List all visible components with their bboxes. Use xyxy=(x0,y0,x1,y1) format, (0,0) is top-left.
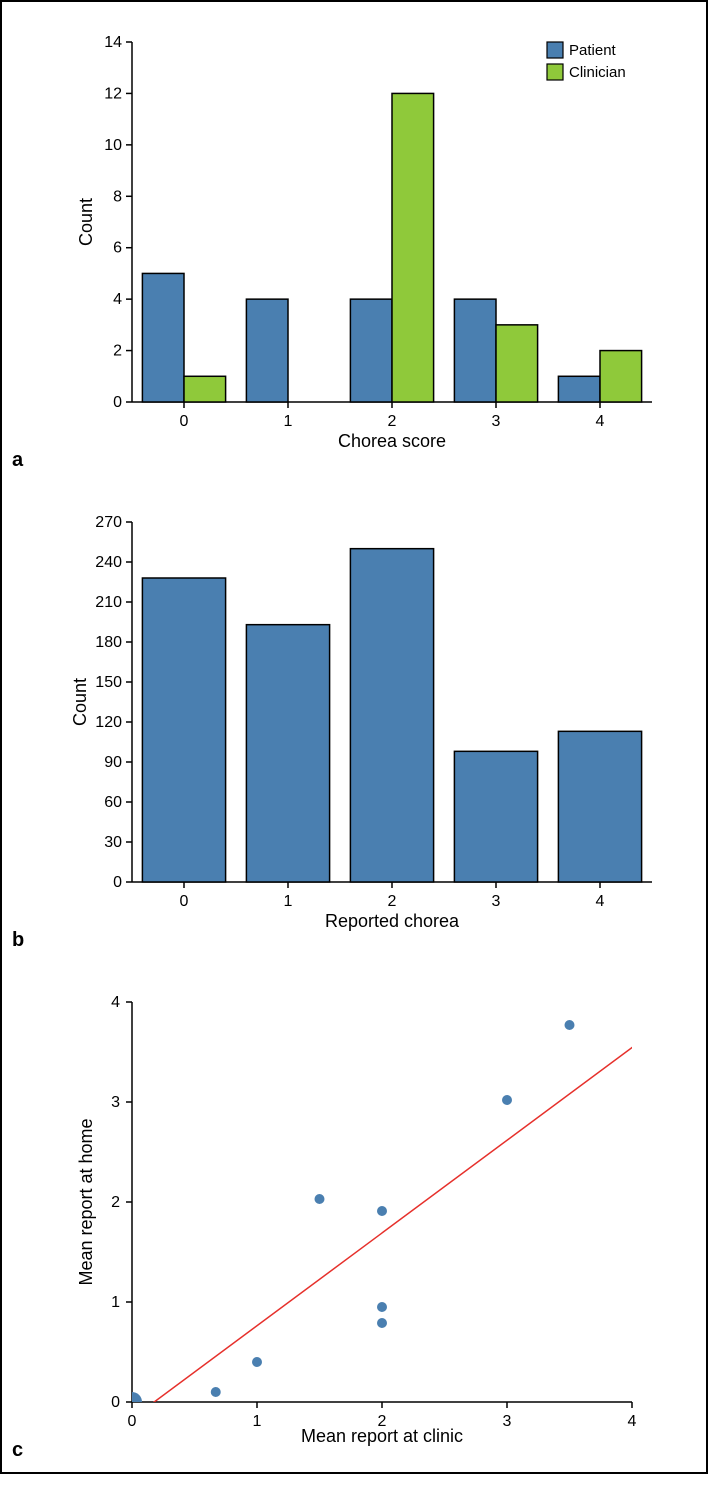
bar-clinician-0 xyxy=(184,376,226,402)
svg-text:90: 90 xyxy=(104,754,122,771)
svg-text:14: 14 xyxy=(104,34,122,51)
panel-a-ylabel: Count xyxy=(76,198,96,246)
scatter-point-1 xyxy=(211,1387,221,1397)
bar-clinician-4 xyxy=(600,351,642,402)
panel-c-xlabel: Mean report at clinic xyxy=(301,1426,463,1446)
scatter-point-0 xyxy=(122,1392,142,1412)
svg-text:2: 2 xyxy=(388,413,397,430)
scatter-point-3 xyxy=(315,1194,325,1204)
panel-a-label: a xyxy=(12,449,23,472)
panel-c-ylabel: Mean report at home xyxy=(76,1118,96,1285)
bar-reported-3 xyxy=(454,751,537,882)
svg-text:0: 0 xyxy=(113,394,122,411)
bar-reported-2 xyxy=(350,549,433,882)
legend-clinician: Clinician xyxy=(569,64,626,81)
figure-container: 02468101214 Count 01234 Chorea score Pat… xyxy=(0,0,708,1474)
svg-text:120: 120 xyxy=(95,714,122,731)
svg-text:1: 1 xyxy=(253,1413,262,1430)
svg-text:180: 180 xyxy=(95,634,122,651)
scatter-point-4 xyxy=(377,1206,387,1216)
svg-text:12: 12 xyxy=(104,85,122,102)
panel-b-ylabel: Count xyxy=(72,678,90,726)
svg-text:4: 4 xyxy=(113,291,122,308)
svg-text:60: 60 xyxy=(104,794,122,811)
bar-reported-1 xyxy=(246,625,329,882)
panel-b-xlabel: Reported chorea xyxy=(325,911,460,931)
panel-b-svg: 0 30 60 90 120 150 180 210 240 270 Count 0 1 2 3 4 Re… xyxy=(72,502,672,952)
svg-text:0: 0 xyxy=(113,874,122,891)
svg-text:2: 2 xyxy=(388,893,397,910)
svg-text:4: 4 xyxy=(596,893,605,910)
svg-text:0: 0 xyxy=(128,1413,137,1430)
svg-text:3: 3 xyxy=(503,1413,512,1430)
svg-text:1: 1 xyxy=(111,1294,120,1311)
panel-b-label: b xyxy=(12,929,24,952)
svg-text:8: 8 xyxy=(113,188,122,205)
legend-patient: Patient xyxy=(569,42,617,59)
svg-text:150: 150 xyxy=(95,674,122,691)
bar-clinician-3 xyxy=(496,325,538,402)
bar-patient-3 xyxy=(454,299,496,402)
bar-patient-4 xyxy=(558,376,600,402)
panel-a-svg: 02468101214 Count 01234 Chorea score Pat… xyxy=(72,22,672,472)
bar-clinician-2 xyxy=(392,93,434,402)
bar-patient-0 xyxy=(142,273,184,402)
panel-c-svg: 0 1 2 3 4 Mean report at home 0 1 2 3 4 Mean rep… xyxy=(72,982,672,1462)
panel-a: 02468101214 Count 01234 Chorea score Pat… xyxy=(2,2,706,482)
bar-patient-2 xyxy=(350,299,392,402)
panel-a-xlabel: Chorea score xyxy=(338,431,446,451)
panel-c-xaxis: 01234 Mean report at clinic xyxy=(128,1402,637,1446)
scatter-point-6 xyxy=(377,1318,387,1328)
svg-text:4: 4 xyxy=(596,413,605,430)
panel-b-bars xyxy=(142,549,641,882)
panel-b: 0 30 60 90 120 150 180 210 240 270 Count 0 1 2 3 4 Re… xyxy=(2,482,706,962)
svg-text:10: 10 xyxy=(104,137,122,154)
panel-c-yaxis: 0 1 2 3 4 Mean report at home xyxy=(76,994,132,1411)
panel-c-trendline xyxy=(107,1029,657,1437)
svg-text:0: 0 xyxy=(180,413,189,430)
scatter-point-2 xyxy=(252,1357,262,1367)
svg-text:3: 3 xyxy=(492,413,501,430)
svg-text:4: 4 xyxy=(111,994,120,1011)
panel-a-bars xyxy=(142,93,641,402)
svg-text:270: 270 xyxy=(95,514,122,531)
bar-reported-4 xyxy=(558,731,641,882)
svg-text:30: 30 xyxy=(104,834,122,851)
panel-c: 0 1 2 3 4 Mean report at home 0 1 2 3 4 Mean rep… xyxy=(2,962,706,1472)
svg-text:1: 1 xyxy=(284,413,293,430)
svg-text:2: 2 xyxy=(111,1194,120,1211)
panel-c-points xyxy=(122,1020,575,1412)
panel-b-xaxis: 0 1 2 3 4 Reported chorea xyxy=(132,882,652,931)
panel-a-yaxis: 0 2 4 6 8 10 12 14 Count xyxy=(76,34,132,411)
panel-a-legend: Patient Clinician xyxy=(547,42,626,81)
svg-text:2: 2 xyxy=(113,343,122,360)
panel-a-xaxis: 0 1 2 3 4 Chorea score xyxy=(132,402,652,451)
svg-text:4: 4 xyxy=(628,1413,637,1430)
panel-c-label: c xyxy=(12,1439,23,1462)
svg-text:240: 240 xyxy=(95,554,122,571)
bar-patient-1 xyxy=(246,299,288,402)
svg-text:210: 210 xyxy=(95,594,122,611)
bar-reported-0 xyxy=(142,578,225,882)
svg-text:3: 3 xyxy=(111,1094,120,1111)
scatter-point-8 xyxy=(565,1020,575,1030)
svg-text:0: 0 xyxy=(180,893,189,910)
panel-b-yaxis: 0 30 60 90 120 150 180 210 240 270 Count xyxy=(72,514,132,891)
svg-text:6: 6 xyxy=(113,240,122,257)
scatter-point-7 xyxy=(502,1095,512,1105)
svg-text:3: 3 xyxy=(492,893,501,910)
scatter-point-5 xyxy=(377,1302,387,1312)
svg-text:1: 1 xyxy=(284,893,293,910)
svg-text:0: 0 xyxy=(111,1394,120,1411)
